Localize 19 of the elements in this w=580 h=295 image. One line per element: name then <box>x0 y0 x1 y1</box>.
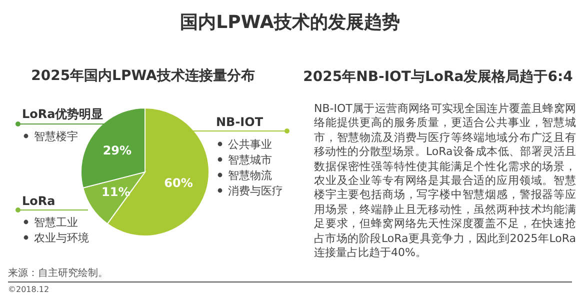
data-label: 11% <box>102 184 130 199</box>
slice-label: LoRa优势明显 <box>22 107 104 121</box>
text: 公共事业 <box>228 138 272 151</box>
text: ©2018.12 <box>8 285 50 294</box>
slice-label: NB-IOT <box>216 115 264 129</box>
text: 农业与环境 <box>34 232 89 244</box>
text: 智慧城市 <box>228 154 272 166</box>
data-label: 60% <box>164 176 193 190</box>
text: 消费与医疗 <box>228 184 283 198</box>
text: 智慧楼宇 <box>34 130 78 143</box>
text: 智慧物流 <box>228 169 272 182</box>
text: NB-IOT属于运营商网络可实现全国连片覆盖且蜂窝网络能提供更高的服务质量，更适合公共事业，智慧城市，智慧物流及消费与医疗等终端地域分布广泛且有移动性的分散型场景。LoRa设备成本低、部署灵活且数据保密性强等特性使其能满足个性化需求的场景，农业及企业等专有网络是其最合适的应用领域。智慧楼宇主要包括商场，写字楼中智慧烟感，警报器等应用场景，终端静止且无移动性，虽然两种技术均能满足要求，但蜂窝网络先天性深度覆盖不足，在快速抢占市场的阶段LoRa更具竞争力，因此到2025年LoRa连接量占比趋于40%。 <box>314 102 576 260</box>
text: 国内LPWA技术的发展趋势 <box>180 12 400 33</box>
chart-title: 2025年国内LPWA技术连接量分布 <box>31 67 255 84</box>
source-note: 来源：自主研究绘制。 <box>8 267 108 279</box>
text: 智慧工业 <box>34 216 78 229</box>
text: 2025年NB-IOT与LoRa发展格局趋于6:4 <box>302 68 574 86</box>
slice-label: LoRa <box>22 194 56 208</box>
data-label: 29% <box>102 144 132 158</box>
